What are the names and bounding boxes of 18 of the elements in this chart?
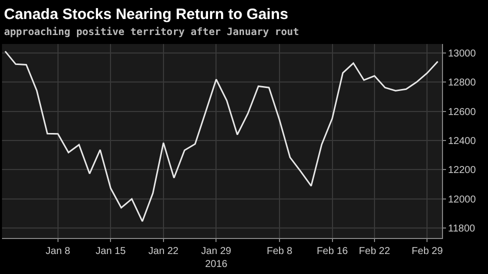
y-tick-label: 12000 (448, 194, 476, 206)
y-tick-label: 12800 (448, 78, 476, 89)
x-tick-label: Feb 22 (358, 246, 390, 257)
y-tick-label: 12200 (448, 165, 476, 176)
x-tick-label: Jan 29 2016 (201, 246, 232, 270)
y-tick-label: 12600 (448, 106, 476, 118)
x-tick-label: Feb 8 (266, 246, 293, 257)
y-tick-label: 13000 (448, 48, 476, 60)
x-tick-label: Jan 15 (96, 246, 126, 257)
x-tick-label: Feb 16 (316, 246, 348, 257)
x-tick-label: Feb 29 (412, 246, 444, 257)
x-tick-label: Jan 8 (46, 246, 71, 257)
x-tick-label: Jan 22 (148, 246, 179, 257)
y-tick-label: 11800 (448, 224, 476, 235)
chart-subtitle: approaching positive territory after January rout (4, 26, 300, 38)
line-series (4, 50, 439, 222)
y-tick-label: 12400 (448, 136, 476, 147)
chart-title: Canada Stocks Nearing Return to Gains (4, 6, 288, 23)
